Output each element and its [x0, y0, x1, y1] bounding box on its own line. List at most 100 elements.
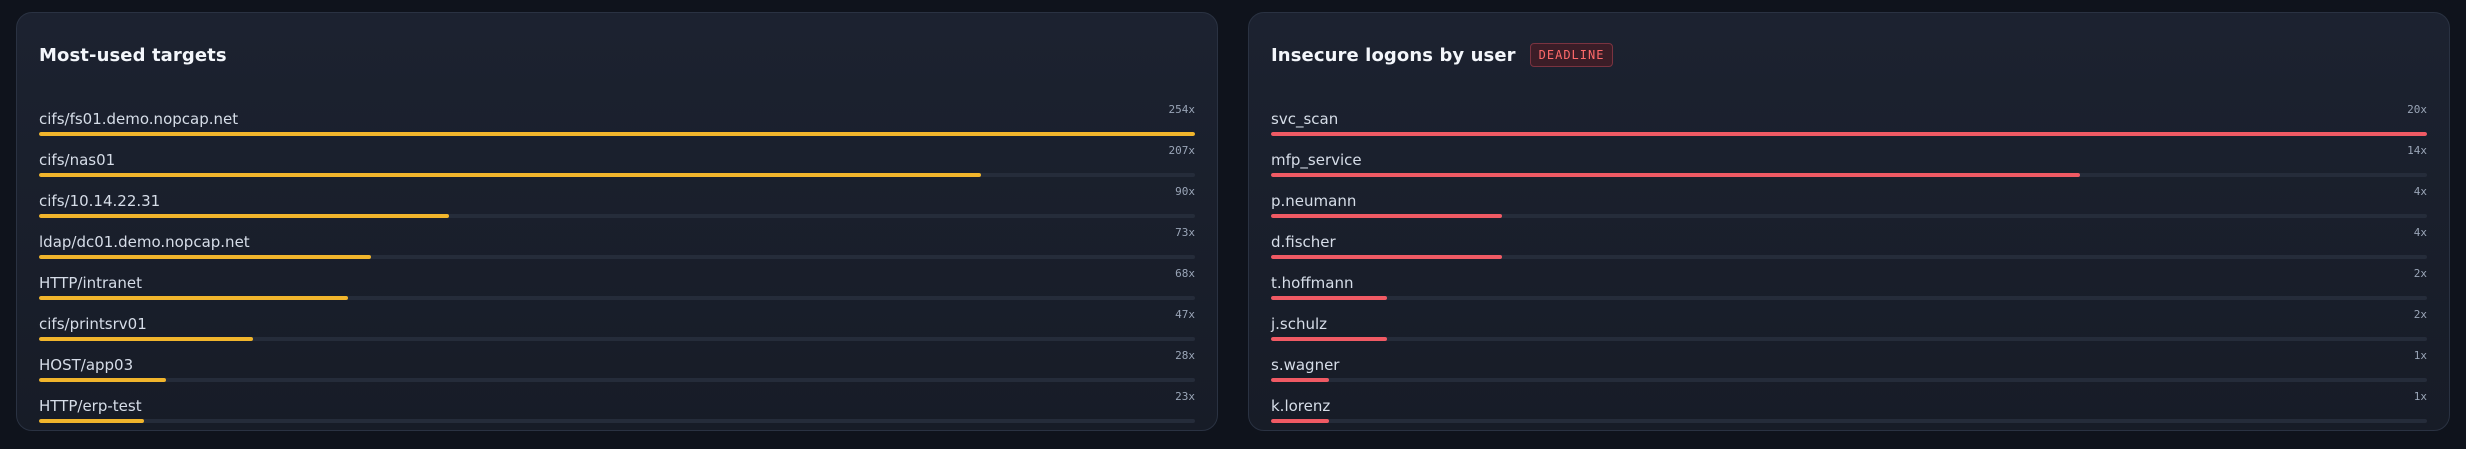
bar-track: [39, 173, 1195, 177]
bar-fill: [39, 255, 372, 259]
bar-fill: [1271, 296, 1387, 300]
row-count: 2x: [2413, 308, 2427, 321]
bar-track: [39, 214, 1195, 218]
bar-track: [1271, 132, 2427, 136]
bar-track: [1271, 255, 2427, 259]
row-count: 2x: [2413, 267, 2427, 280]
row-label: cifs/nas01: [39, 151, 116, 169]
list-item: j.schulz 2x: [1271, 308, 2427, 349]
list-item: cifs/printsrv01 47x: [39, 308, 1195, 349]
bar-track: [1271, 378, 2427, 382]
bar-track: [39, 419, 1195, 423]
row-count: 90x: [1175, 185, 1195, 198]
bar-track: [1271, 214, 2427, 218]
bar-track: [39, 255, 1195, 259]
row-count: 14x: [2407, 144, 2427, 157]
row-header: cifs/nas01 207x: [39, 144, 1195, 169]
row-label: cifs/printsrv01: [39, 315, 147, 333]
row-count: 73x: [1175, 226, 1195, 239]
row-label: s.wagner: [1271, 356, 1340, 374]
row-count: 4x: [2413, 185, 2427, 198]
list-item: svc_scan 20x: [1271, 103, 2427, 144]
row-header: HTTP/intranet 68x: [39, 267, 1195, 292]
bar-track: [1271, 337, 2427, 341]
row-label: cifs/10.14.22.31: [39, 192, 161, 210]
row-count: 1x: [2413, 349, 2427, 362]
row-header: s.wagner 1x: [1271, 349, 2427, 374]
list-item: d.fischer 4x: [1271, 226, 2427, 267]
bar-track: [39, 296, 1195, 300]
row-header: mfp_service 14x: [1271, 144, 2427, 169]
bar-fill: [39, 214, 449, 218]
bar-fill: [39, 173, 982, 177]
row-count: 20x: [2407, 103, 2427, 116]
bar-track: [1271, 419, 2427, 423]
list-item: cifs/nas01 207x: [39, 144, 1195, 185]
panel-title: Insecure logons by user: [1271, 44, 1516, 66]
row-label: cifs/fs01.demo.nopcap.net: [39, 110, 239, 128]
list-item: HOST/app03 28x: [39, 349, 1195, 390]
list-item: mfp_service 14x: [1271, 144, 2427, 185]
bar-fill: [39, 132, 1195, 136]
row-count: 1x: [2413, 390, 2427, 403]
bar-track: [1271, 296, 2427, 300]
bar-fill: [39, 337, 253, 341]
list-item: cifs/fs01.demo.nopcap.net 254x: [39, 103, 1195, 144]
bar-fill: [1271, 173, 2081, 177]
row-label: HTTP/erp-test: [39, 397, 142, 415]
row-count: 254x: [1168, 103, 1196, 116]
panel-header: Most-used targets: [39, 35, 1195, 75]
most-used-targets-panel: Most-used targets cifs/fs01.demo.nopcap.…: [16, 12, 1218, 431]
row-label: k.lorenz: [1271, 397, 1331, 415]
bar-track: [39, 378, 1195, 382]
list-item: HTTP/intranet 68x: [39, 267, 1195, 308]
row-header: t.hoffmann 2x: [1271, 267, 2427, 292]
bar-fill: [1271, 419, 1329, 423]
row-header: j.schulz 2x: [1271, 308, 2427, 333]
list-item: t.hoffmann 2x: [1271, 267, 2427, 308]
targets-list: cifs/fs01.demo.nopcap.net 254x cifs/nas01 2…: [39, 103, 1195, 431]
row-header: HOST/app03 28x: [39, 349, 1195, 374]
bar-fill: [1271, 337, 1387, 341]
row-header: cifs/10.14.22.31 90x: [39, 185, 1195, 210]
logons-list: svc_scan 20x mfp_service 14x p.neumann 4x d.fi…: [1271, 103, 2427, 431]
bar-fill: [1271, 378, 1329, 382]
row-count: 68x: [1175, 267, 1195, 280]
bar-track: [1271, 173, 2427, 177]
row-label: ldap/dc01.demo.nopcap.net: [39, 233, 250, 251]
row-count: 23x: [1175, 390, 1195, 403]
row-label: HTTP/intranet: [39, 274, 142, 292]
row-label: t.hoffmann: [1271, 274, 1354, 292]
row-count: 47x: [1175, 308, 1195, 321]
row-label: svc_scan: [1271, 110, 1339, 128]
row-header: p.neumann 4x: [1271, 185, 2427, 210]
list-item: p.neumann 4x: [1271, 185, 2427, 226]
list-item: k.lorenz 1x: [1271, 390, 2427, 431]
row-header: cifs/printsrv01 47x: [39, 308, 1195, 333]
bar-fill: [39, 378, 167, 382]
row-label: HOST/app03: [39, 356, 134, 374]
list-item: s.wagner 1x: [1271, 349, 2427, 390]
bar-fill: [39, 419, 144, 423]
panel-title: Most-used targets: [39, 44, 227, 66]
bar-fill: [1271, 214, 1503, 218]
row-header: svc_scan 20x: [1271, 103, 2427, 128]
row-header: HTTP/erp-test 23x: [39, 390, 1195, 415]
row-count: 4x: [2413, 226, 2427, 239]
insecure-logons-panel: Insecure logons by user DEADLINE svc_sca…: [1248, 12, 2450, 431]
list-item: HTTP/erp-test 23x: [39, 390, 1195, 431]
row-header: cifs/fs01.demo.nopcap.net 254x: [39, 103, 1195, 128]
bar-track: [39, 337, 1195, 341]
bar-fill: [39, 296, 349, 300]
row-label: mfp_service: [1271, 151, 1362, 169]
list-item: ldap/dc01.demo.nopcap.net 73x: [39, 226, 1195, 267]
row-count: 28x: [1175, 349, 1195, 362]
row-header: d.fischer 4x: [1271, 226, 2427, 251]
row-header: k.lorenz 1x: [1271, 390, 2427, 415]
row-label: d.fischer: [1271, 233, 1336, 251]
bar-fill: [1271, 255, 1503, 259]
list-item: cifs/10.14.22.31 90x: [39, 185, 1195, 226]
row-header: ldap/dc01.demo.nopcap.net 73x: [39, 226, 1195, 251]
panel-header: Insecure logons by user DEADLINE: [1271, 35, 2427, 75]
